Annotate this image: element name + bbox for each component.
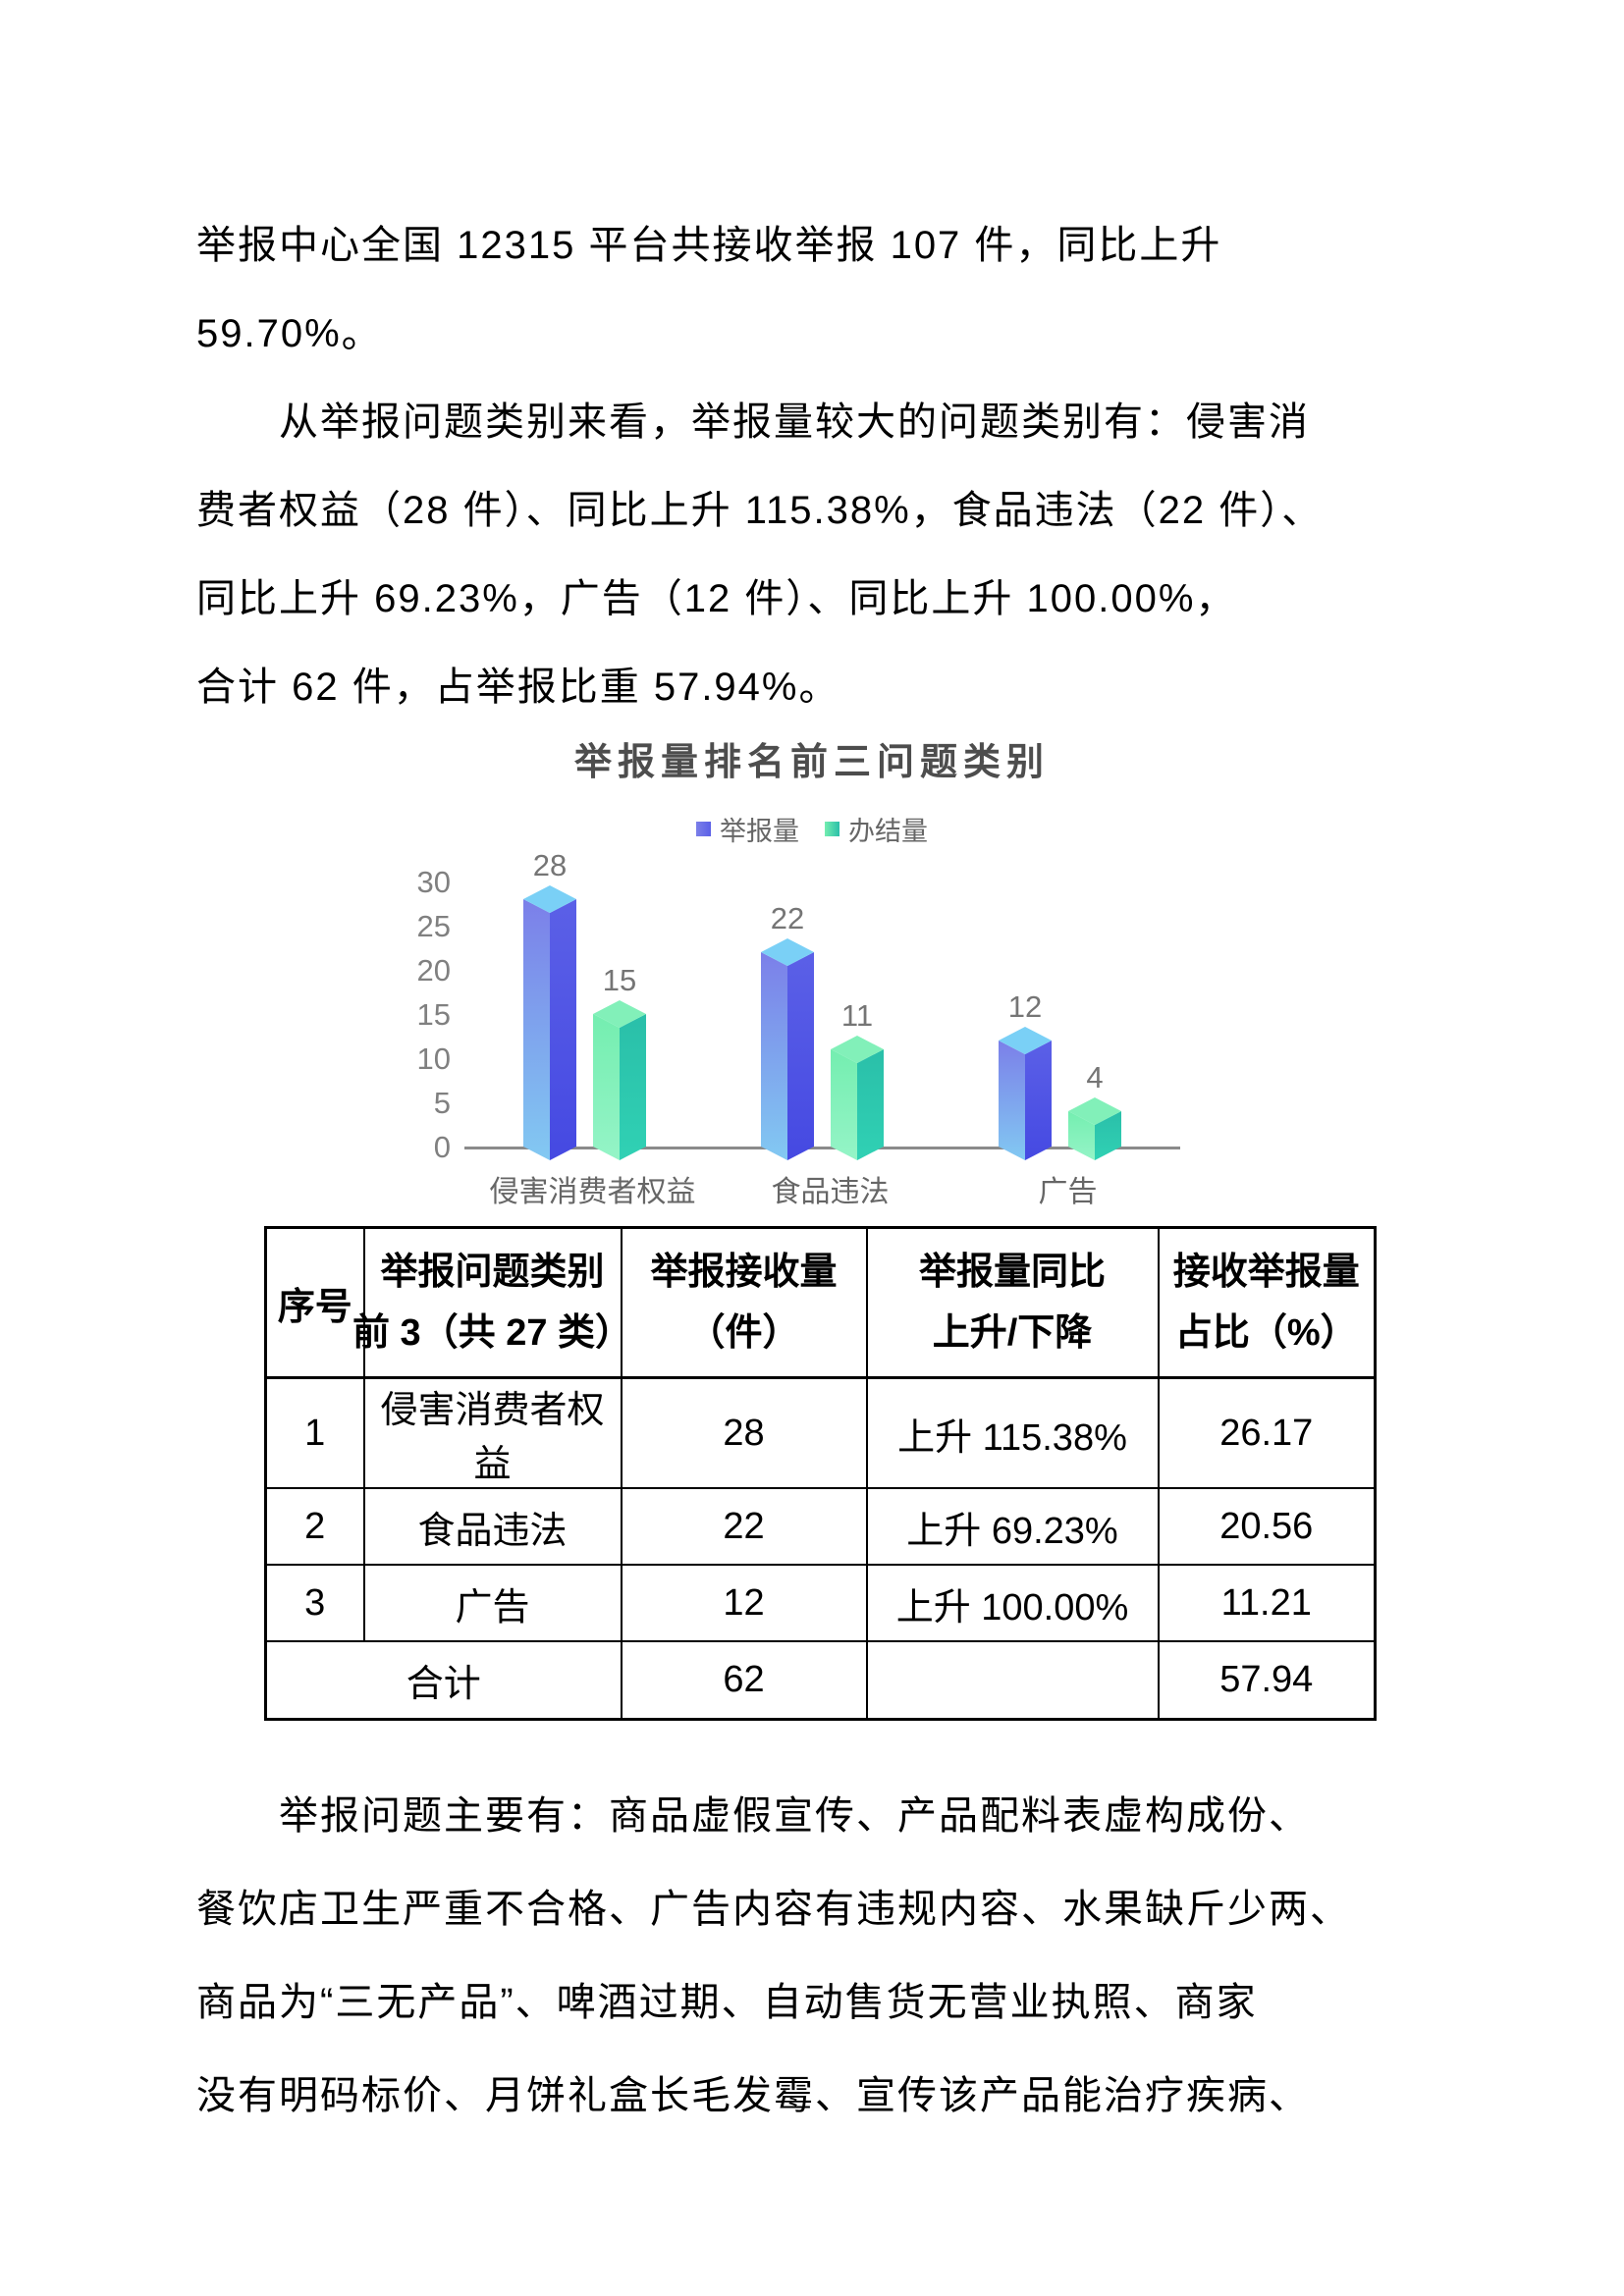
total-label-cell: 合计 [264,1640,623,1720]
paragraph-3: 举报问题主要有：商品虚假宣传、产品配料表虚构成份、餐饮店卫生严重不合格、广告内容… [196,1770,1453,2143]
table-row-3: 3 广告 12 上升 100.00% 11.21 [264,1564,1377,1642]
header-line: 占比（%） [1174,1312,1358,1355]
table-cell: 食品违法 [362,1487,623,1566]
table-cell: 20.56 [1157,1487,1377,1566]
table-cell: 26.17 [1157,1376,1377,1489]
p1-line-2: 59.70%。 [196,312,383,355]
table-cell: 1 [264,1376,365,1489]
bar-chart-canvas: 0 5 10 15 20 25 30 28 15 侵害消费者权益 22 11 食品违法 12 4 广告 [417,848,1180,1208]
data-label: 22 [771,901,804,935]
category-label: 广告 [1039,1176,1098,1208]
chart-legend: 举报量 办结量 [272,815,1352,846]
bar-chart: 举报量排名前三问题类别 举报量 办结量 0 5 10 15 20 25 30 28 15 侵害消费者… [272,736,1352,1212]
p2-line-4: 合计 62 件，占举报比重 57.94%。 [196,666,840,709]
table-header-cell-1: 序号 [264,1226,365,1379]
table-cell: 侵害消费者权益 [362,1376,623,1489]
p2-line-2: 费者权益（28 件）、同比上升 115.38%，食品违法（22 件）、 [196,489,1324,532]
header-stack: 举报问题类别前 3（共 27 类） [352,1229,632,1376]
p2-line-1: 从举报问题类别来看，举报量较大的问题类别有：侵害消 [279,400,1310,444]
y-tick-label: 25 [417,909,451,943]
header-line: 上升/下降 [932,1312,1093,1355]
table-header-cell-4: 举报量同比上升/下降 [865,1226,1160,1379]
header-stack: 接收举报量占比（%） [1160,1229,1375,1376]
p3-line-2: 餐饮店卫生严重不合格、广告内容有违规内容、水果缺斤少两、 [196,1888,1351,1931]
data-label: 28 [533,848,567,882]
total-value-cell: 62 [620,1640,868,1720]
data-label: 12 [1008,989,1042,1024]
table-cell: 3 [264,1564,365,1642]
data-label: 11 [841,998,873,1033]
p3-line-1: 举报问题主要有：商品虚假宣传、产品配料表虚构成份、 [279,1794,1310,1838]
table-header-row: 序号 举报问题类别前 3（共 27 类） 举报接收量 （件） 举报量同比 上升/下降 接收举… [264,1226,1377,1379]
data-label: 4 [1086,1060,1103,1095]
category-label: 侵害消费者权益 [490,1176,696,1208]
p2-line-3: 同比上升 69.23%，广告（12 件）、同比上升 100.00%， [196,577,1237,620]
header-line: 举报接收量 [650,1251,838,1293]
y-tick-label: 20 [417,953,451,988]
table-cell: 上升 115.38% [865,1376,1160,1489]
y-tick-label: 30 [417,865,451,899]
table-cell: 12 [620,1564,868,1642]
table-cell: 11.21 [1157,1564,1377,1642]
table-cell: 上升 100.00% [865,1564,1160,1642]
chart-title: 举报量排名前三问题类别 [573,742,1050,783]
p3-line-4: 没有明码标价、月饼礼盒长毛发霉、宣传该产品能治疗疾病、 [196,2074,1310,2117]
header-stack: 举报量同比上升/下降 [868,1229,1158,1376]
table-cell: 上升 69.23% [865,1487,1160,1566]
table-cell: 22 [620,1487,868,1566]
table-body: 1 侵害消费者权益 28 上升 115.38% 26.17 2 食品违法 22 上升 69.23… [264,1376,1377,1720]
category-label: 食品违法 [772,1176,890,1208]
y-tick-label: 10 [417,1041,451,1076]
header-line: 前 3（共 27 类） [352,1312,633,1355]
paragraph-1: 举报中心全国 12315 平台共接收举报 107 件，同比上升 59.70%。 [196,201,1453,378]
p3-line-3: 商品为“三无产品”、啤酒过期、自动售货无营业执照、商家 [196,1981,1258,2024]
legend-label: 举报量 [720,816,799,846]
y-tick-label: 0 [434,1130,451,1164]
header-line: （件） [687,1312,800,1355]
table-total-row: 合计 62 57.94 [264,1640,1377,1720]
header-stack: 举报接收量 （件） [623,1229,866,1376]
y-tick-label: 5 [434,1086,451,1120]
bar-举报量-食品违法 [761,938,814,1160]
total-value-cell: 57.94 [1157,1640,1377,1720]
bar-举报量-侵害消费者权益 [523,885,576,1160]
legend-item-办结量: 办结量 [825,810,928,848]
bar-办结量-广告 [1068,1097,1121,1160]
bar-办结量-食品违法 [831,1036,884,1160]
legend-swatch-icon [696,821,711,836]
legend-item-举报量: 举报量 [696,810,799,848]
report-table: 序号 举报问题类别前 3（共 27 类） 举报接收量 （件） 举报量同比 上升/下降 接收举… [264,1226,1377,1721]
table-cell: 广告 [362,1564,623,1642]
table-header-cell-3: 举报接收量 （件） [620,1226,868,1379]
table-cell: 28 [620,1376,868,1489]
table-header-cell-5: 接收举报量占比（%） [1157,1226,1377,1379]
legend-label: 办结量 [848,816,928,846]
header-line: 举报问题类别 [380,1251,605,1293]
p1-line-1: 举报中心全国 12315 平台共接收举报 107 件，同比上升 [196,224,1222,267]
table-row-2: 2 食品违法 22 上升 69.23% 20.56 [264,1487,1377,1566]
total-value-cell [865,1640,1160,1720]
table-row-1: 1 侵害消费者权益 28 上升 115.38% 26.17 [264,1376,1377,1489]
y-tick-label: 15 [417,997,451,1032]
table-header-row: 序号 举报问题类别前 3（共 27 类） 举报接收量 （件） 举报量同比 上升/下降 接收举… [264,1226,1377,1379]
data-label: 15 [603,963,636,997]
paragraph-2: 从举报问题类别来看，举报量较大的问题类别有：侵害消费者权益（28 件）、同比上升… [196,378,1453,731]
bar-举报量-广告 [999,1027,1052,1160]
table-header-cell-2: 举报问题类别前 3（共 27 类） [352,1226,632,1379]
legend-swatch-icon [825,821,839,836]
bar-办结量-侵害消费者权益 [593,1000,646,1160]
header-line: 接收举报量 [1172,1251,1360,1293]
table-cell: 2 [264,1487,365,1566]
header-line: 举报量同比 [918,1251,1106,1293]
